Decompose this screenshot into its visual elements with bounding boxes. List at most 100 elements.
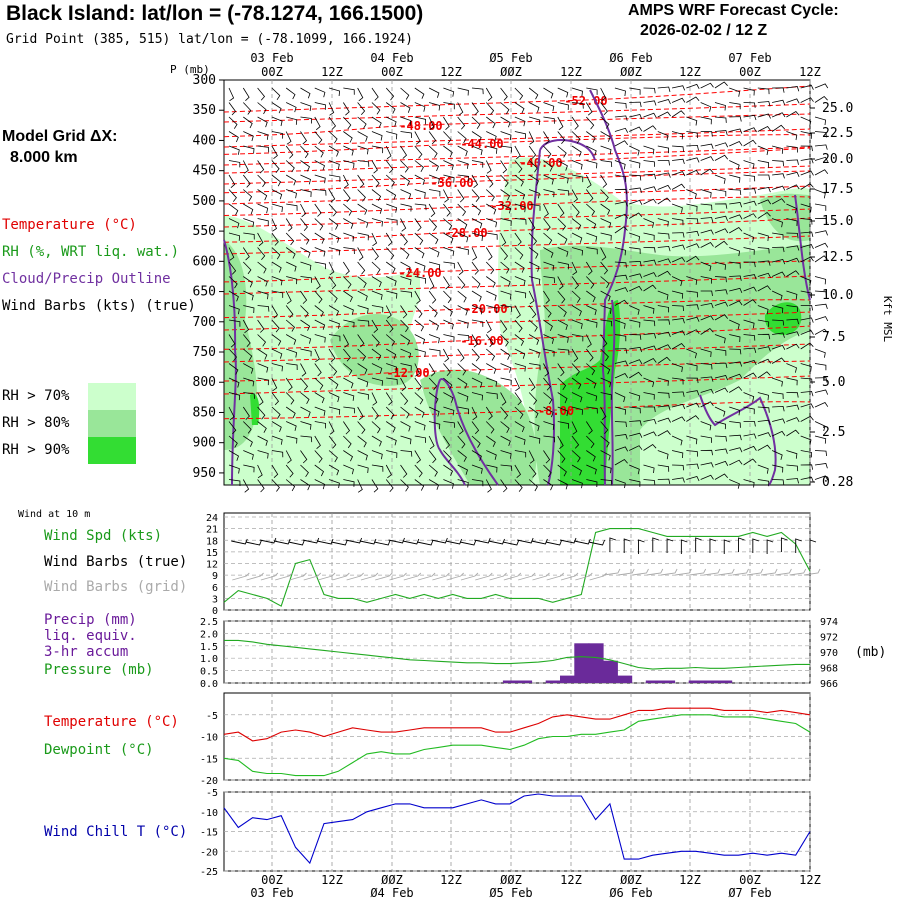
wind-barb: [586, 87, 598, 95]
wind-barb: [471, 319, 484, 327]
wind-barb: [228, 145, 240, 155]
wind-barb: [586, 464, 597, 475]
wind-barb: [729, 348, 742, 355]
wind-barb: [772, 392, 784, 400]
wind-barb: [571, 174, 584, 183]
wind-barb: [600, 276, 610, 289]
wind-barb: [471, 290, 482, 302]
wind-barb: [814, 217, 828, 224]
wind-chill-line: [223, 793, 811, 865]
surface-wind-barb: [680, 539, 688, 554]
wind-barb: [257, 203, 269, 214]
wind-barb: [285, 218, 293, 232]
top-time-label: 12Z: [440, 65, 462, 79]
wind-barb: [800, 415, 814, 422]
wind-barb: [657, 405, 671, 411]
wind-barb: [629, 319, 641, 328]
wind-barb: [672, 158, 685, 165]
wind-barb: [357, 479, 363, 493]
wind-barb: [571, 319, 583, 329]
wind-barb: [443, 319, 454, 330]
wind-barb: [657, 160, 670, 166]
temp-contour: [223, 260, 811, 283]
wind-barb: [514, 319, 523, 333]
wind-barb: [729, 214, 743, 220]
wind-barb: [814, 316, 829, 322]
wind-barb: [543, 87, 554, 99]
wind-barb: [414, 305, 423, 318]
wind-barb: [457, 102, 464, 116]
wind-barb: [700, 156, 714, 162]
surface-wind-barb: [638, 539, 645, 554]
wind-barb: [228, 450, 239, 461]
wind-barb: [428, 363, 436, 377]
wind-barb: [800, 131, 812, 139]
wind-barb: [772, 305, 784, 314]
wind-barb: [814, 83, 829, 89]
wind-barb: [371, 131, 383, 141]
top-day-label: 07 Feb: [728, 51, 771, 65]
wind-barb: [543, 232, 553, 245]
wind-barb: [729, 334, 741, 343]
wind-barb: [443, 464, 454, 476]
wind-barb: [400, 348, 412, 359]
wind-barb: [428, 435, 435, 450]
surface-wind-barb: [331, 539, 348, 546]
wind-barb: [443, 174, 455, 183]
temp-contour: [223, 147, 811, 174]
wind-barb: [414, 334, 426, 345]
wind-barb: [543, 276, 555, 284]
wind-barb: [300, 87, 311, 99]
wind-barb: [743, 319, 755, 329]
surface-wind-barb: [374, 539, 391, 546]
wind-barb: [772, 319, 785, 326]
wind-barb: [400, 189, 412, 199]
precip-ytick-label: 0.0: [200, 679, 218, 690]
wind-barbs-grid-label: Wind Barbs (grid): [44, 579, 188, 595]
wind-barb: [486, 464, 498, 473]
wind-barb: [500, 348, 511, 360]
wind-barb: [657, 218, 669, 227]
wind-barb: [285, 87, 296, 100]
wind-barb: [657, 464, 670, 472]
temp-contour: [223, 85, 811, 113]
bottom-time-label: ØØZ: [620, 873, 642, 887]
surface-wind-barb: [474, 537, 491, 544]
wind-barb: [743, 114, 757, 121]
wind-barb: [571, 348, 579, 363]
wind-barb: [514, 174, 524, 187]
wind-barb: [243, 421, 252, 434]
wind-barb: [243, 232, 255, 240]
wind-barb: [671, 403, 686, 410]
wind-barb: [686, 116, 698, 126]
wind-barb: [514, 392, 522, 406]
wind-barb: [714, 276, 727, 283]
wind-barb: [285, 377, 293, 391]
wind-barb: [500, 435, 511, 447]
surface-wind-barb: [666, 538, 674, 553]
wind-barb: [228, 392, 241, 401]
grid-wind-barb: [646, 568, 664, 576]
wind-barb: [571, 160, 583, 170]
wind-barb: [300, 131, 308, 145]
wind-barb: [443, 276, 450, 290]
wind-barb: [743, 139, 757, 147]
wind-barb: [772, 405, 785, 412]
wind-ytick-label: 9: [212, 571, 218, 582]
wind-barb: [786, 343, 800, 350]
temp-ytick-label: -5: [206, 711, 218, 722]
height-tick-label: 12.5: [822, 250, 853, 265]
wind-barb: [528, 334, 540, 345]
wind-barb: [314, 363, 322, 377]
wind-barb: [800, 363, 812, 372]
wind-barb: [228, 319, 241, 327]
temp-ytick-label: -20: [200, 776, 218, 787]
wind-barb: [328, 421, 335, 435]
wind-barb: [571, 464, 583, 476]
grid-wind-barb: [575, 572, 593, 581]
wind-barb: [729, 116, 742, 122]
wind-barb: [457, 145, 468, 157]
wind-barb: [328, 131, 338, 144]
wind-barb: [614, 392, 626, 403]
